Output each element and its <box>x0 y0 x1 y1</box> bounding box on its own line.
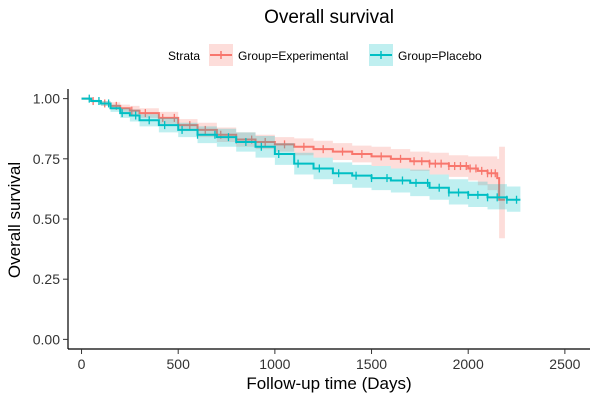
x-tick-label: 2500 <box>549 356 580 372</box>
y-tick-label: 0.50 <box>33 211 60 227</box>
confidence-band-experimental <box>81 98 505 239</box>
x-axis: 0 500 1000 1500 2000 2500 <box>68 348 590 372</box>
legend-title: Strata <box>168 49 200 63</box>
x-axis-title: Follow-up time (Days) <box>246 374 411 393</box>
x-tick-label: 1000 <box>259 356 290 372</box>
legend-key-experimental <box>209 44 233 66</box>
y-tick-label: 1.00 <box>33 91 60 107</box>
y-tick-label: 0.25 <box>33 271 60 287</box>
x-tick-label: 0 <box>78 356 86 372</box>
legend: Strata Group=Experimental Group=Placebo <box>168 44 482 66</box>
y-tick-label: 0.75 <box>33 151 60 167</box>
y-axis-title: Overall survival <box>5 162 24 278</box>
y-tick-label: 0.00 <box>33 331 60 347</box>
x-tick-label: 2000 <box>453 356 484 372</box>
legend-label-experimental: Group=Experimental <box>238 49 348 63</box>
series-placebo <box>81 94 521 212</box>
legend-label-placebo: Group=Placebo <box>398 49 482 63</box>
y-axis: 0.00 0.25 0.50 0.75 1.00 <box>33 89 69 349</box>
x-tick-label: 500 <box>167 356 191 372</box>
x-tick-label: 1500 <box>356 356 387 372</box>
survival-line-experimental <box>81 97 505 201</box>
legend-key-placebo <box>369 44 393 66</box>
chart-title: Overall survival <box>264 7 394 28</box>
